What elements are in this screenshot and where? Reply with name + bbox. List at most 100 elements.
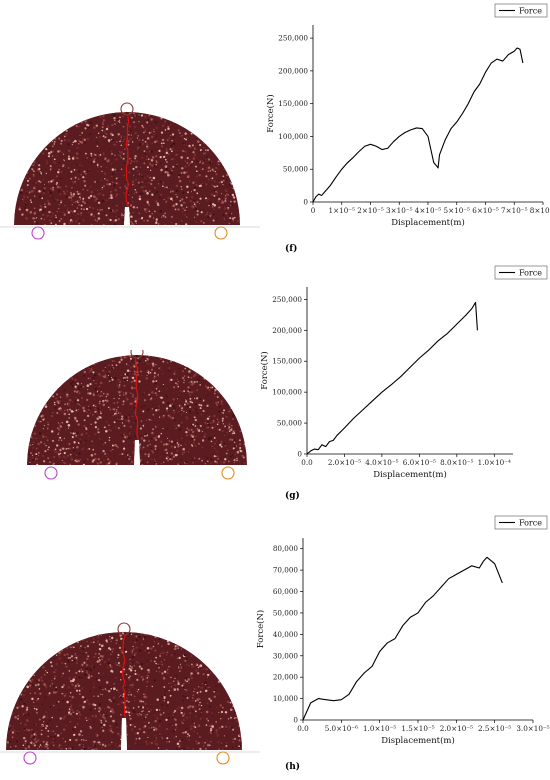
- particle: [228, 174, 230, 176]
- particle: [110, 190, 112, 193]
- particle: [207, 127, 210, 130]
- particle: [151, 451, 155, 454]
- particle: [87, 392, 90, 395]
- particle: [156, 698, 159, 701]
- particle: [128, 373, 131, 375]
- particle: [201, 162, 204, 165]
- particle: [160, 216, 163, 218]
- particle: [192, 748, 195, 750]
- particle: [129, 381, 131, 383]
- particle: [173, 410, 175, 412]
- particle: [27, 209, 30, 211]
- particle: [237, 652, 240, 655]
- particle: [104, 130, 107, 133]
- particle: [246, 451, 247, 454]
- particle: [166, 701, 170, 704]
- particle: [32, 126, 35, 129]
- particle: [163, 199, 165, 201]
- particle: [36, 680, 39, 683]
- particle: [213, 208, 215, 210]
- x-tick-label: 5.0×10⁻⁶: [325, 724, 358, 733]
- particle: [108, 183, 111, 186]
- particle: [134, 125, 137, 129]
- particle: [148, 181, 151, 184]
- particle: [236, 457, 238, 460]
- particle: [116, 381, 118, 384]
- particle: [144, 650, 146, 652]
- particle: [243, 392, 246, 395]
- particle: [106, 179, 109, 182]
- particle: [149, 363, 151, 365]
- particle: [226, 700, 230, 704]
- particle: [147, 358, 150, 361]
- particle: [164, 123, 166, 125]
- particle: [220, 718, 222, 720]
- particle: [40, 172, 42, 175]
- particle: [88, 169, 90, 171]
- particle: [21, 672, 24, 675]
- particle: [63, 389, 66, 391]
- particle: [158, 196, 161, 199]
- particle: [243, 407, 246, 410]
- particle: [215, 721, 217, 723]
- particle: [170, 654, 174, 657]
- particle: [166, 728, 168, 730]
- particle: [171, 221, 173, 223]
- particle: [198, 173, 201, 177]
- particle: [134, 125, 136, 127]
- particle: [82, 189, 84, 191]
- particle: [67, 211, 70, 214]
- particle: [30, 734, 33, 737]
- particle: [61, 151, 63, 153]
- particle: [97, 428, 100, 431]
- particle: [90, 156, 92, 158]
- particle: [124, 650, 128, 653]
- particle: [26, 116, 28, 119]
- particle: [74, 176, 77, 179]
- particle: [119, 186, 121, 189]
- particle: [147, 651, 151, 654]
- panel-g: 0.0 2.0×10⁻⁵ 4.0×10⁻⁵ 6.0×10⁻⁵ 8.0×10⁻⁵ 1.0×1…: [0, 262, 550, 524]
- particle: [161, 672, 164, 675]
- particle: [223, 155, 226, 158]
- particle: [195, 632, 198, 634]
- particle: [55, 116, 57, 118]
- particle: [93, 379, 95, 382]
- particle: [128, 422, 130, 424]
- particle: [156, 135, 158, 137]
- particle: [153, 437, 156, 440]
- particle: [188, 410, 192, 413]
- particle: [128, 437, 131, 440]
- particle: [164, 186, 166, 189]
- particle: [96, 635, 100, 639]
- particle: [63, 451, 66, 455]
- particle: [114, 443, 117, 447]
- particle: [39, 171, 42, 173]
- particle: [7, 667, 10, 670]
- particle: [19, 667, 21, 669]
- particle: [42, 666, 45, 669]
- particle: [72, 447, 75, 449]
- particle: [78, 689, 81, 692]
- particle: [127, 364, 129, 366]
- particle: [178, 368, 181, 370]
- particle: [210, 161, 213, 163]
- particle: [55, 123, 57, 126]
- particle: [155, 710, 157, 713]
- particle: [84, 127, 87, 130]
- particle: [100, 179, 103, 182]
- particle: [141, 186, 144, 189]
- particle: [32, 701, 35, 704]
- particle: [87, 676, 90, 679]
- particle: [167, 139, 169, 141]
- particle: [18, 146, 21, 149]
- particle: [197, 174, 199, 176]
- particle: [238, 170, 240, 172]
- particle: [62, 455, 65, 458]
- particle: [180, 648, 183, 650]
- particle: [42, 460, 46, 463]
- particle: [129, 129, 132, 132]
- particle: [16, 115, 19, 119]
- particle: [209, 699, 213, 702]
- particle: [42, 726, 45, 729]
